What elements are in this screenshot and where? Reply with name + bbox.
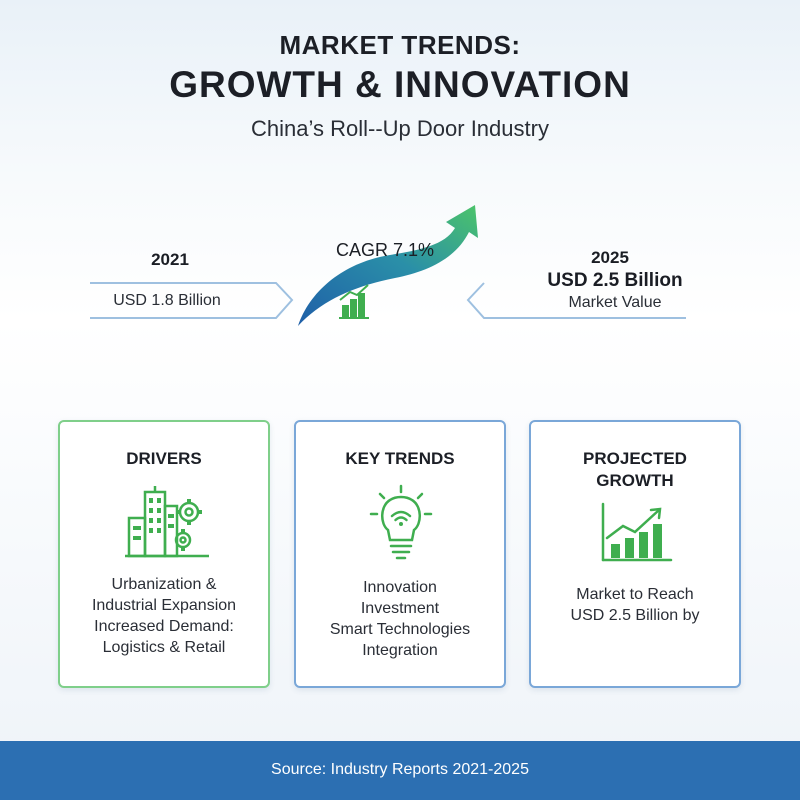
- drivers-card-text: Urbanization & Industrial Expansion Incr…: [60, 574, 268, 658]
- key-trends-line-3: Smart Technologies: [329, 621, 471, 638]
- drivers-line-2: Industrial Expansion: [91, 597, 237, 614]
- key-trends-line-2: Investment: [360, 600, 440, 617]
- title-line-2: GROWTH & INNOVATION: [169, 64, 631, 105]
- footer-bar: Source: Industry Reports 2021-2025: [0, 741, 800, 800]
- projected-growth-card-title: PROJECTED GROWTH: [531, 448, 739, 492]
- key-trends-line-1: Innovation: [363, 579, 437, 596]
- projected-growth-line-1: Market to Reach: [576, 586, 694, 603]
- left-bracket-line: [90, 282, 294, 319]
- drivers-line-3: Increased Demand:: [94, 618, 234, 635]
- key-trends-card-title: KEY TRENDS: [345, 449, 455, 468]
- projected-growth-line-2: USD 2.5 Billion by: [570, 607, 700, 624]
- subtitle: China’s Roll--Up Door Industry: [251, 116, 549, 141]
- drivers-card-title: DRIVERS: [126, 449, 202, 468]
- key-trends-card: KEY TRENDS Innovation Investment Smart T…: [294, 420, 506, 688]
- start-value: USD 1.8 Billion: [113, 292, 221, 309]
- key-trends-card-text: Innovation Investment Smart Technologies…: [296, 577, 504, 661]
- drivers-line-1: Urbanization &: [111, 576, 217, 593]
- projected-growth-card-text: Market to Reach USD 2.5 Billion by: [531, 584, 739, 626]
- start-year: 2021: [151, 250, 189, 269]
- bar-chart-icon: [339, 284, 369, 319]
- drivers-card: DRIVERS Urbanization: [58, 420, 270, 688]
- source-text: Source: Industry Reports 2021-2025: [271, 761, 529, 778]
- end-value: USD 2.5 Billion: [547, 270, 683, 291]
- drivers-line-4: Logistics & Retail: [102, 639, 226, 656]
- growth-arrow-icon: [298, 205, 478, 326]
- title-line-1: MARKET TRENDS:: [279, 30, 521, 60]
- key-trends-line-4: Integration: [362, 642, 438, 659]
- cagr-label: CAGR 7.1%: [335, 240, 435, 260]
- city-gears-icon: [125, 486, 209, 558]
- lightbulb-wifi-icon: [369, 484, 433, 560]
- end-value-label: Market Value: [568, 294, 662, 311]
- projected-growth-title-line-2: GROWTH: [596, 471, 674, 490]
- growth-chart-icon: [601, 502, 673, 562]
- projected-growth-card: PROJECTED GROWTH Market to Reach USD 2.5…: [529, 420, 741, 688]
- end-year: 2025: [591, 248, 629, 267]
- right-bracket-line: [466, 282, 686, 319]
- timeline-graphic: [90, 205, 686, 326]
- projected-growth-title-line-1: PROJECTED: [583, 449, 687, 468]
